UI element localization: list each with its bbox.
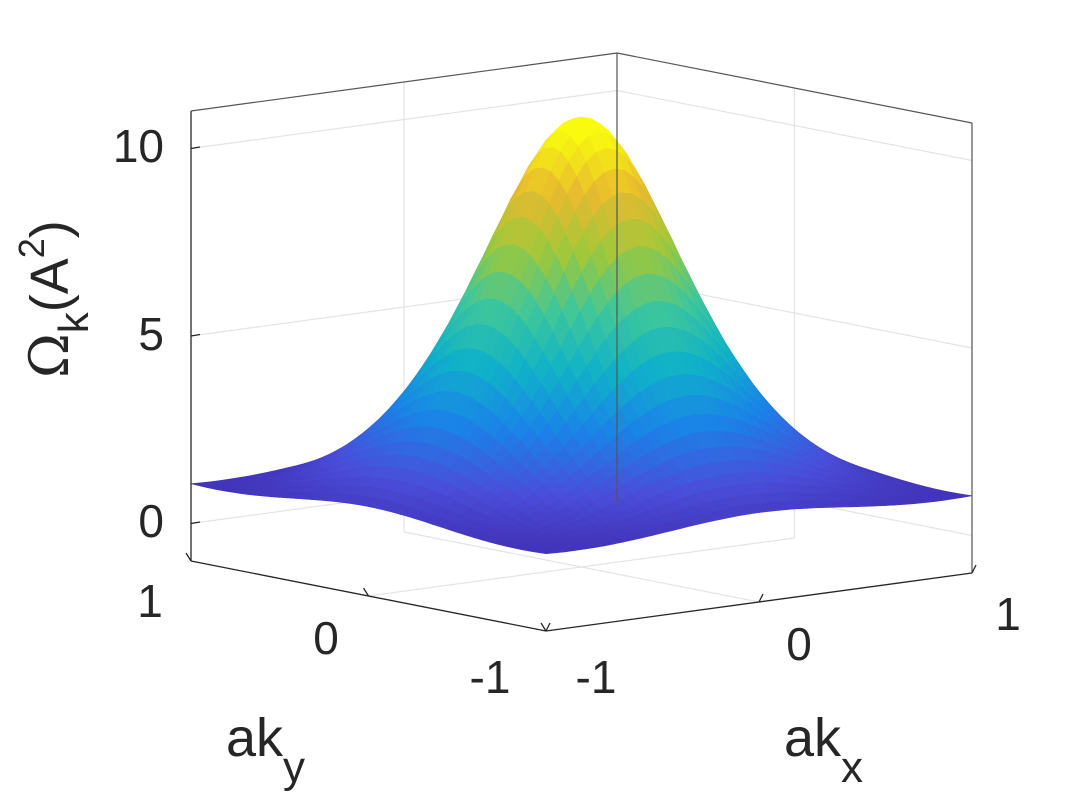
- x-tick-label: 1: [995, 588, 1021, 640]
- z-axis-label: Ωk(A2): [11, 220, 97, 378]
- y-gridline: [368, 537, 795, 597]
- y-tick-label: -1: [470, 651, 511, 703]
- y-axis-label: aky: [226, 708, 305, 792]
- y-tick: [362, 587, 370, 597]
- x-axis-label: akx: [784, 708, 863, 792]
- y-tick-label: 0: [313, 612, 339, 664]
- z-tick-label: 10: [113, 120, 164, 172]
- box-edge: [190, 52, 618, 112]
- z-tick: [190, 146, 201, 150]
- x-tick-label: -1: [576, 651, 617, 703]
- z-tick-label: 0: [138, 495, 164, 547]
- x-tick: [758, 593, 764, 603]
- x-tick: [971, 564, 977, 574]
- surface-mesh: [190, 116, 973, 555]
- x-tick-labels: -1 0 1: [576, 588, 1021, 703]
- y-tick-labels: 1 0 -1: [137, 575, 510, 703]
- z-tick-label: 5: [138, 308, 164, 360]
- axes-box: [185, 52, 977, 632]
- x-tick: [545, 622, 551, 632]
- y-tick: [185, 552, 192, 562]
- z-tick: [190, 521, 201, 525]
- surface-patch: [537, 550, 556, 555]
- y-tick-label: 1: [137, 575, 163, 627]
- box-edge: [616, 52, 973, 124]
- z-tick: [190, 333, 201, 337]
- x-tick-label: 0: [786, 618, 812, 670]
- z-tick-labels: 10 5 0: [113, 120, 164, 547]
- y-tick: [540, 622, 547, 632]
